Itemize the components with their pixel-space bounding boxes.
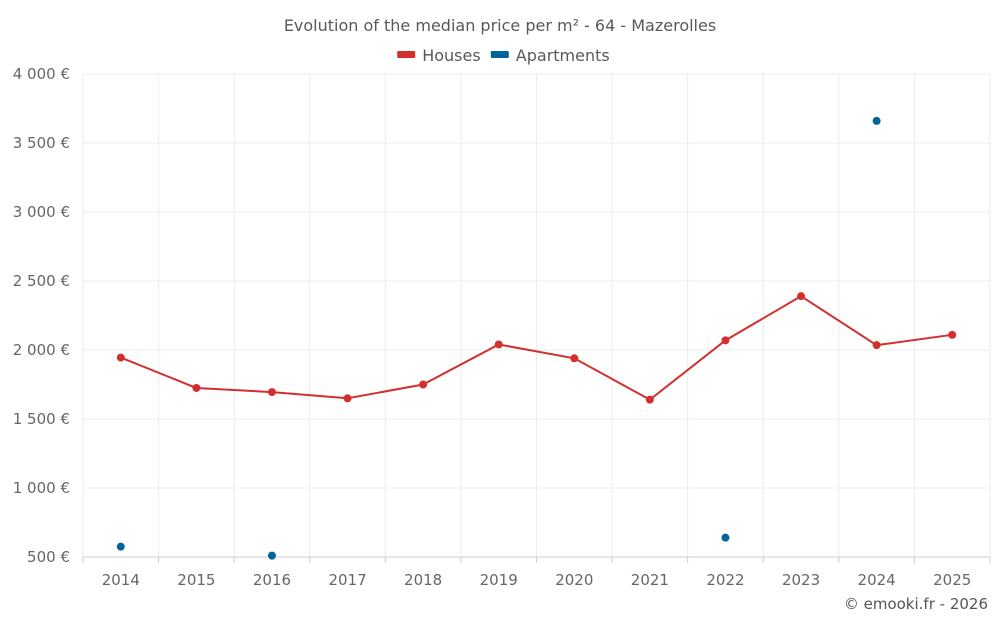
series bbox=[116, 116, 957, 560]
data-point[interactable] bbox=[116, 542, 125, 551]
y-tick-label: 4 000 € bbox=[13, 65, 70, 83]
x-tick-label: 2019 bbox=[480, 571, 518, 589]
grid bbox=[82, 73, 991, 563]
x-tick-label: 2023 bbox=[782, 571, 820, 589]
legend-item-apartments[interactable]: Apartments bbox=[490, 46, 610, 65]
legend-label: Apartments bbox=[516, 46, 610, 65]
y-axis-ticks: 500 € 1 000 € 1 500 € 2 000 € 2 500 € 3 000 €… bbox=[13, 65, 70, 566]
y-tick-label: 500 € bbox=[27, 548, 70, 566]
x-tick-label: 2016 bbox=[253, 571, 291, 589]
y-tick-label: 3 000 € bbox=[13, 203, 70, 221]
data-point[interactable] bbox=[343, 394, 352, 403]
series-apartments bbox=[116, 116, 881, 560]
data-point[interactable] bbox=[267, 551, 276, 560]
y-tick-label: 1 000 € bbox=[13, 479, 70, 497]
x-tick-label: 2017 bbox=[328, 571, 366, 589]
y-tick-label: 1 500 € bbox=[13, 410, 70, 428]
y-tick-label: 3 500 € bbox=[13, 134, 70, 152]
credit-text: © emooki.fr - 2026 bbox=[844, 595, 988, 613]
chart-title: Evolution of the median price per m² - 6… bbox=[284, 16, 716, 35]
data-point[interactable] bbox=[116, 353, 125, 362]
legend-swatch bbox=[490, 51, 509, 58]
data-point[interactable] bbox=[721, 533, 730, 542]
legend-swatch bbox=[397, 51, 416, 58]
legend: Houses Apartments bbox=[397, 46, 610, 65]
x-tick-label: 2021 bbox=[631, 571, 669, 589]
data-point[interactable] bbox=[721, 336, 730, 345]
data-point[interactable] bbox=[267, 388, 276, 397]
x-axis-ticks: 2014 2015 2016 2017 2018 2019 2020 2021 2022 2023… bbox=[102, 571, 972, 589]
x-tick-label: 2024 bbox=[858, 571, 896, 589]
y-tick-label: 2 500 € bbox=[13, 272, 70, 290]
data-point[interactable] bbox=[570, 354, 579, 363]
data-point[interactable] bbox=[797, 292, 806, 301]
x-tick-label: 2025 bbox=[933, 571, 971, 589]
x-tick-label: 2020 bbox=[555, 571, 593, 589]
x-tick-label: 2015 bbox=[177, 571, 215, 589]
data-point[interactable] bbox=[494, 340, 503, 349]
data-point[interactable] bbox=[872, 116, 881, 125]
y-tick-label: 2 000 € bbox=[13, 341, 70, 359]
x-tick-label: 2022 bbox=[706, 571, 744, 589]
series-houses bbox=[116, 292, 957, 404]
data-point[interactable] bbox=[192, 383, 201, 392]
legend-item-houses[interactable]: Houses bbox=[397, 46, 481, 65]
data-point[interactable] bbox=[645, 395, 654, 404]
x-tick-label: 2014 bbox=[102, 571, 140, 589]
data-point[interactable] bbox=[948, 330, 957, 339]
data-point[interactable] bbox=[419, 380, 428, 389]
x-tick-label: 2018 bbox=[404, 571, 442, 589]
series-line bbox=[120, 295, 953, 401]
data-point[interactable] bbox=[872, 341, 881, 350]
legend-label: Houses bbox=[422, 46, 480, 65]
